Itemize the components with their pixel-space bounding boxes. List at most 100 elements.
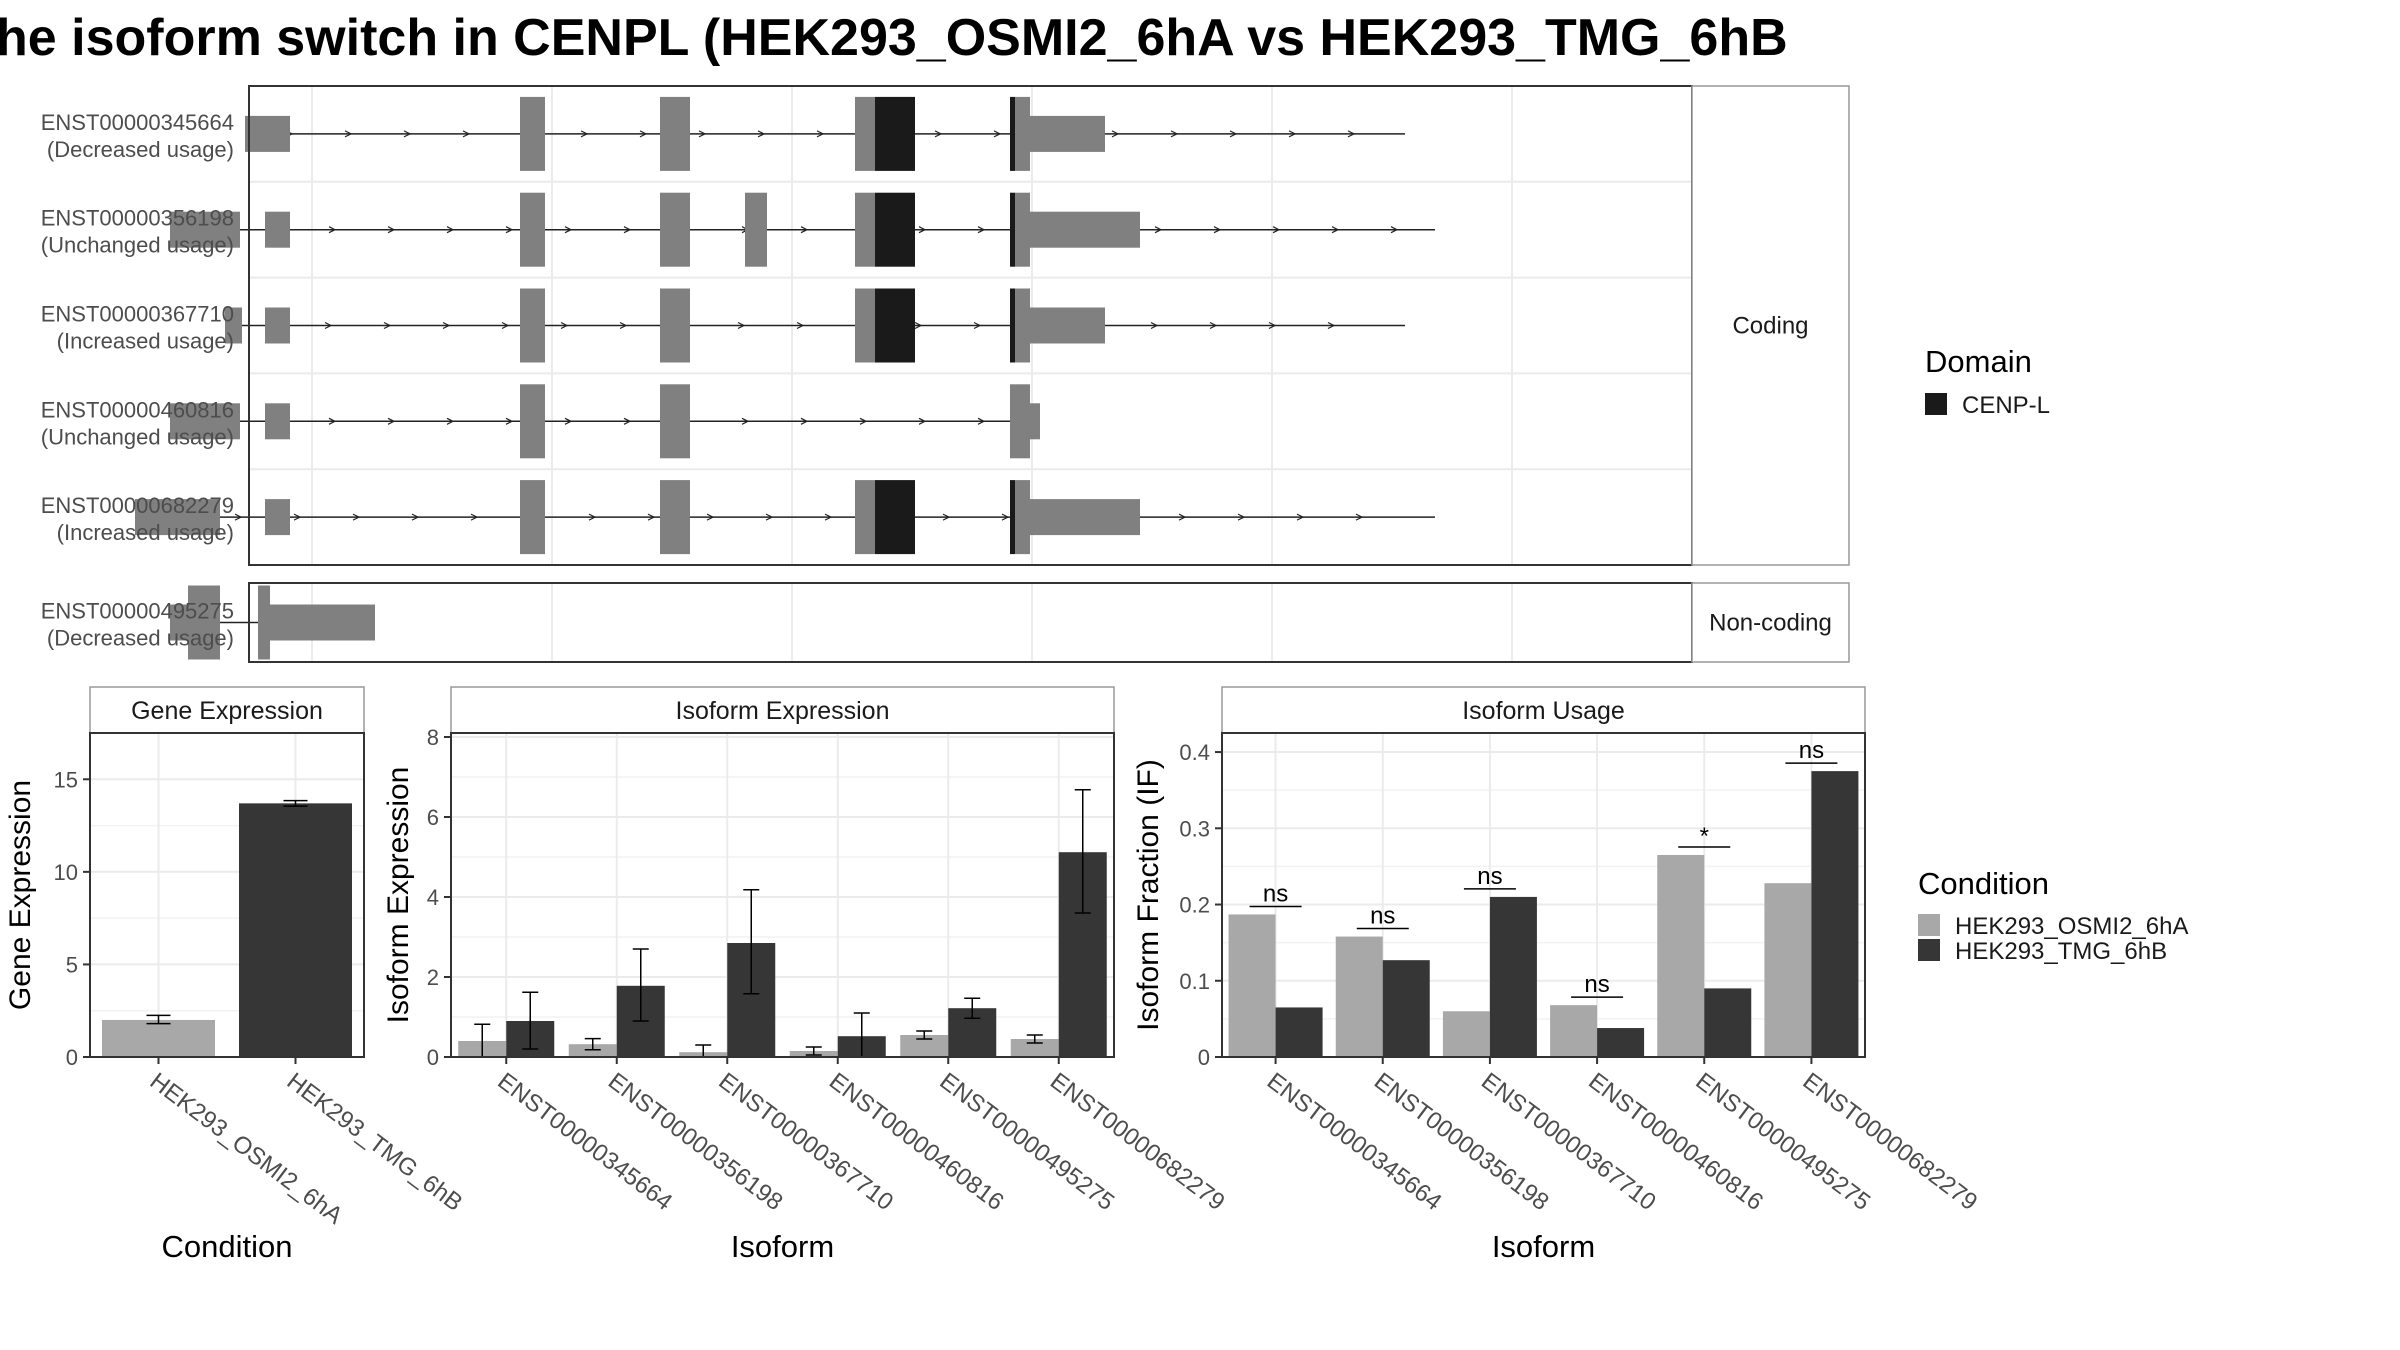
bar-tmg <box>1382 960 1430 1057</box>
transcript-usage-label: (Unchanged usage) <box>41 424 234 449</box>
facet-label: Non-coding <box>1709 610 1832 637</box>
direction-arrow <box>411 513 420 521</box>
direction-arrow <box>462 130 471 138</box>
direction-arrow <box>1111 130 1120 138</box>
exon-block <box>520 384 545 459</box>
direction-arrow <box>639 130 648 138</box>
exon-block <box>1030 211 1140 248</box>
condition-legend-key <box>1918 939 1940 961</box>
direction-arrow <box>501 321 510 330</box>
direction-arrow <box>800 417 809 425</box>
direction-arrow <box>1229 130 1238 138</box>
bar-tmg <box>1704 988 1752 1057</box>
direction-arrow <box>564 226 573 234</box>
direction-arrow <box>1001 513 1010 521</box>
direction-arrow <box>328 226 337 234</box>
y-tick-label: 0.2 <box>1179 893 1210 918</box>
domain-legend: Domain CENP-L <box>1925 344 2050 419</box>
x-tick-label: ENST00000356198 <box>1369 1068 1554 1216</box>
direction-arrow <box>324 321 333 330</box>
direction-arrow <box>1327 321 1336 330</box>
y-tick-label: 0 <box>427 1045 439 1070</box>
structure-panel-bg <box>249 583 1692 662</box>
direction-arrow <box>293 513 302 521</box>
exon-block <box>855 192 875 267</box>
y-axis-title: Gene Expression <box>4 780 37 1010</box>
chart-strip <box>89 686 365 734</box>
exon-block <box>855 288 875 363</box>
domain-block <box>875 480 915 555</box>
chart-panel-bg <box>1222 733 1865 1057</box>
transcript-id-label: ENST00000367710 <box>41 302 234 327</box>
direction-arrow <box>1154 226 1163 234</box>
bar-osmi2 <box>568 1044 617 1057</box>
direction-arrow <box>1347 130 1356 138</box>
y-tick-label: 4 <box>427 885 439 910</box>
x-axis-title: Isoform <box>1492 1229 1595 1264</box>
exon-block <box>855 480 875 555</box>
direction-arrow <box>1288 130 1297 138</box>
direction-arrow <box>993 130 1002 138</box>
exon-block <box>1010 384 1030 459</box>
bar-osmi2 <box>1442 1011 1490 1057</box>
exon-block <box>660 192 690 267</box>
exon-block <box>520 192 545 267</box>
exon-block <box>520 480 545 555</box>
direction-arrow <box>1268 321 1277 330</box>
exon-block <box>265 211 290 248</box>
condition-legend-label: HEK293_OSMI2_6hA <box>1955 913 2188 940</box>
direction-arrow <box>757 130 766 138</box>
significance-label: ns <box>1584 971 1609 998</box>
exon-block <box>660 96 690 171</box>
exon-block <box>1030 403 1040 440</box>
direction-arrow <box>1331 226 1340 234</box>
direction-arrow <box>1296 513 1305 521</box>
bar-osmi2 <box>1228 914 1276 1057</box>
chart-title: Isoform Expression <box>676 697 890 725</box>
transcript-usage-label: (Unchanged usage) <box>41 233 234 258</box>
exon-block <box>520 288 545 363</box>
direction-arrow <box>977 417 986 425</box>
transcript-usage-label: (Decreased usage) <box>47 137 234 162</box>
direction-arrow <box>765 513 774 521</box>
chart-strip <box>450 686 1115 734</box>
isoform-usage-chart: Isoform Usage ns ns ns ns * ns 0 0.1 0.2 0.3 0.4 ENS… <box>1132 686 1982 1264</box>
facet-strip <box>1691 582 1850 663</box>
direction-arrow <box>505 417 514 425</box>
bar-tmg <box>1597 1028 1645 1057</box>
direction-arrow <box>1178 513 1187 521</box>
direction-arrow <box>1237 513 1246 521</box>
bar-osmi2 <box>1010 1039 1059 1057</box>
transcript-id-label: ENST00000495275 <box>41 599 234 624</box>
condition-legend-key <box>1918 914 1940 936</box>
exon-block <box>660 384 690 459</box>
exon-block <box>520 96 545 171</box>
direction-arrow <box>580 130 589 138</box>
direction-arrow <box>234 513 243 521</box>
chart-panel-frame <box>1221 732 1866 1058</box>
chart-title: Gene Expression <box>131 697 323 725</box>
direction-arrow <box>344 130 353 138</box>
x-axis-title: Isoform <box>731 1229 834 1264</box>
exon-block <box>245 115 290 152</box>
domain-block <box>875 288 915 363</box>
x-tick-label: ENST00000495275 <box>1691 1068 1876 1216</box>
y-tick-label: 0.1 <box>1179 969 1210 994</box>
significance-label: * <box>1700 823 1709 850</box>
bar-osmi2 <box>1550 1005 1598 1057</box>
bar-tmg <box>1489 896 1537 1057</box>
direction-arrow <box>796 321 805 330</box>
direction-arrow <box>403 130 412 138</box>
direction-arrow <box>934 130 943 138</box>
figure-title: he isoform switch in CENPL (HEK293_OSMI2… <box>0 9 1788 67</box>
transcript-structure-panel: ENST00000345664(Decreased usage)ENST0000… <box>41 85 1850 663</box>
exon-block <box>265 307 290 344</box>
exon-block <box>1015 480 1030 555</box>
domain-legend-label: CENP-L <box>1962 392 2050 419</box>
bar-tmg <box>239 803 352 1057</box>
x-tick-label: ENST00000460816 <box>1583 1068 1768 1216</box>
exon-block <box>225 307 242 344</box>
chart-strip <box>1221 686 1866 734</box>
y-tick-label: 15 <box>54 767 78 792</box>
exon-block <box>265 499 290 536</box>
